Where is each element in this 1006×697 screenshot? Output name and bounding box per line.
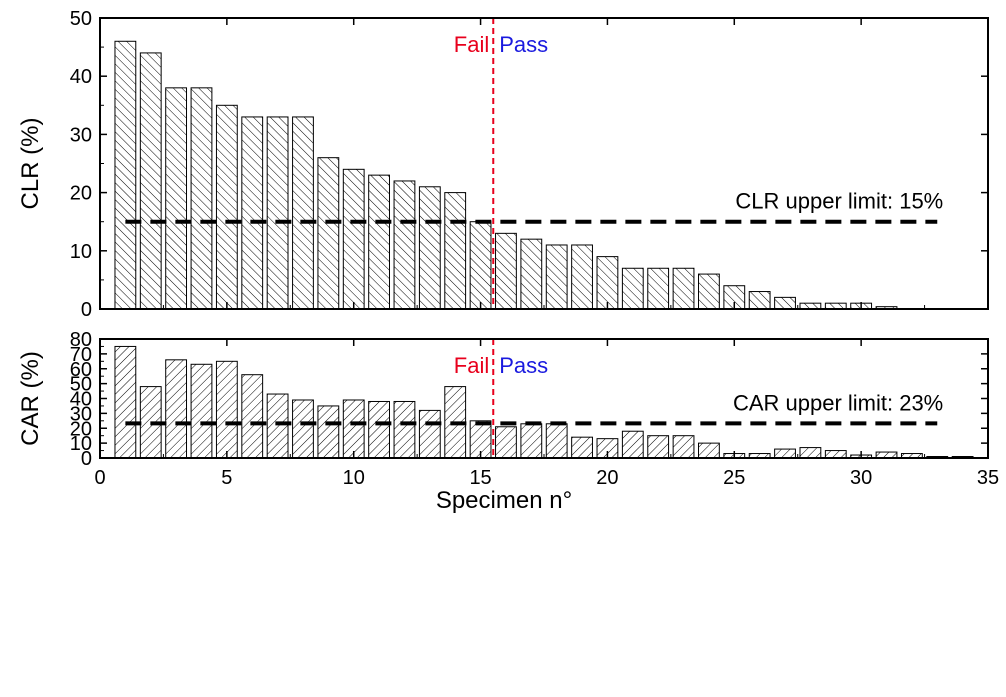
car-bar (418, 409, 441, 459)
clr-bar (342, 168, 365, 310)
car-xtick-label: 35 (977, 467, 999, 489)
clr-ytick-label: 40 (70, 66, 92, 88)
clr-bar (418, 186, 441, 310)
clr-bar (393, 180, 416, 310)
clr-bar (495, 232, 517, 310)
car-bar (520, 423, 543, 459)
car-bar (292, 399, 314, 459)
clr-ytick-label: 0 (81, 299, 92, 321)
car-xtick-label: 0 (94, 467, 105, 489)
car-bar (114, 345, 137, 459)
clr-bar (748, 291, 771, 310)
clr-panel: CLR upper limit: 15% Fail Pass 0 10 20 30 40 50 C… (17, 8, 989, 321)
car-limit-label: CAR upper limit: 23% (733, 390, 943, 415)
clr-bar (139, 52, 162, 310)
car-bar (545, 423, 568, 459)
car-xtick-label: 15 (469, 467, 491, 489)
car-bar (571, 436, 593, 459)
car-xaxis-label: Specimen n° (436, 487, 572, 514)
car-yaxis-label: CAR (%) (17, 351, 44, 446)
car-bar (215, 360, 238, 459)
car-bar (342, 399, 365, 459)
clr-fail-label: Fail (454, 32, 489, 57)
car-bar (774, 448, 796, 459)
car-ytick-label: 30 (70, 403, 92, 425)
clr-pass-label: Pass (499, 32, 548, 57)
car-xtick-label: 5 (221, 467, 232, 489)
car-bar (621, 430, 644, 459)
clr-bar (545, 244, 568, 310)
car-bar (190, 363, 213, 459)
clr-bar (165, 87, 188, 310)
car-bar (799, 447, 822, 459)
car-ytick-label: 50 (70, 374, 92, 396)
clr-bar (190, 87, 213, 310)
car-ytick-label: 20 (70, 418, 92, 440)
car-xtick-label: 30 (850, 467, 872, 489)
car-bar (241, 374, 264, 459)
car-bar (393, 400, 416, 459)
clr-bar (215, 104, 238, 310)
car-xtick-label: 25 (723, 467, 745, 489)
car-ytick-label: 0 (81, 448, 92, 470)
clr-bar (292, 116, 314, 310)
clr-bar (444, 192, 467, 310)
clr-bar (698, 273, 720, 310)
car-bar (824, 450, 847, 459)
clr-ytick-label: 30 (70, 124, 92, 146)
clr-bar (621, 267, 644, 310)
clr-yaxis-label: CLR (%) (17, 117, 44, 209)
car-xtick-label: 10 (343, 467, 365, 489)
clr-limit-label: CLR upper limit: 15% (735, 189, 943, 214)
car-bar (368, 400, 390, 459)
clr-bar (672, 267, 695, 310)
car-ytick-label: 70 (70, 344, 92, 366)
car-ytick-label: 10 (70, 433, 92, 455)
clr-bar (520, 238, 543, 310)
car-fail-label: Fail (454, 353, 489, 378)
clr-bar (647, 267, 670, 310)
car-bar (647, 435, 670, 459)
car-pass-label: Pass (499, 353, 548, 378)
clr-bar (241, 116, 264, 310)
clr-ytick-label: 10 (70, 241, 92, 263)
car-bar (495, 426, 517, 459)
clr-bar (114, 40, 137, 310)
clr-ytick-label: 20 (70, 183, 92, 205)
clr-bar (266, 116, 289, 310)
car-panel: CAR upper limit: 23%Fail Pass010203040506… (17, 329, 999, 514)
car-bar (266, 393, 289, 459)
clr-bar (571, 244, 593, 310)
car-ytick-label: 60 (70, 359, 92, 381)
car-xtick-label: 20 (596, 467, 618, 489)
car-ytick-label: 80 (70, 329, 92, 351)
car-ytick-label: 40 (70, 389, 92, 411)
car-bar (165, 359, 188, 459)
car-bar (698, 442, 720, 459)
clr-bar (469, 221, 492, 310)
clr-bar (368, 174, 390, 310)
clr-bar (774, 296, 796, 310)
clr-bar (317, 157, 340, 310)
car-bar (672, 435, 695, 459)
clr-ytick-label: 50 (70, 8, 92, 30)
clr-bar (596, 256, 619, 310)
car-bar (317, 405, 340, 459)
